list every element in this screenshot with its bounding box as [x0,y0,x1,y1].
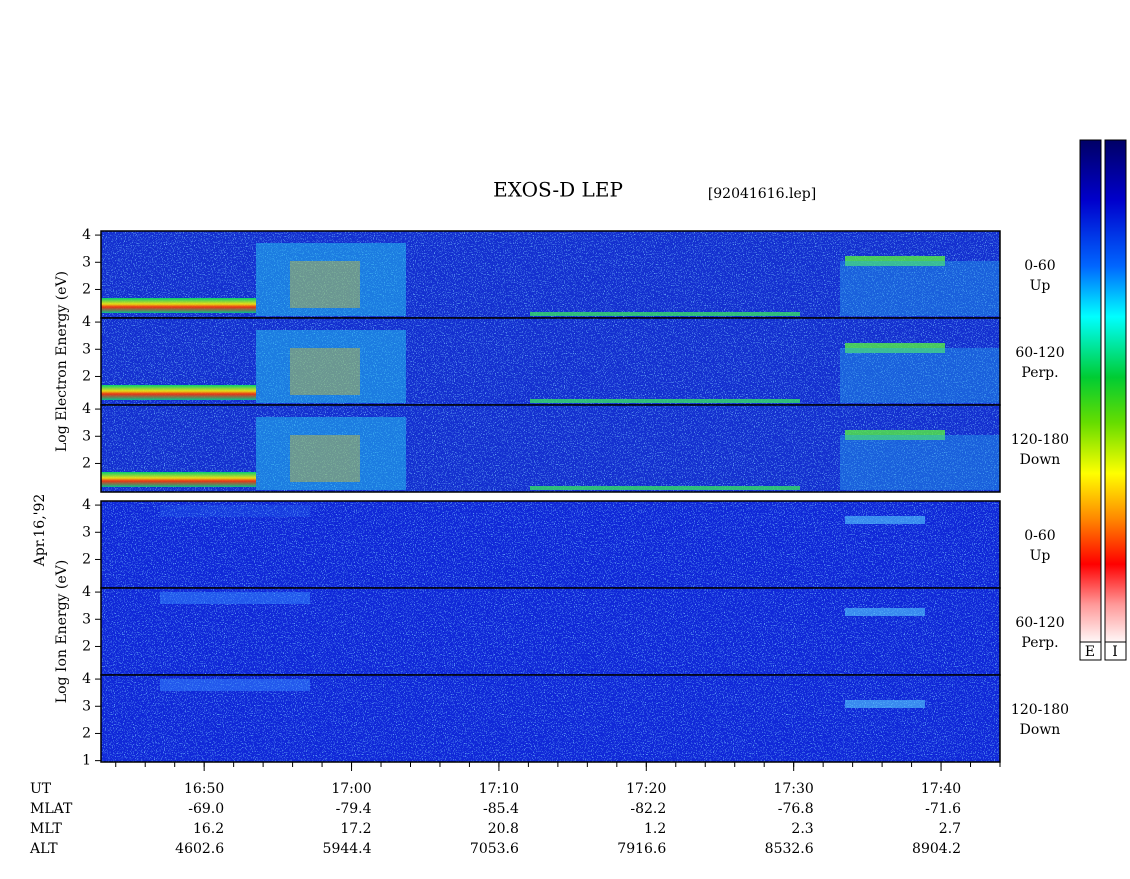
group-y-label: Log Ion Energy (eV) [54,560,70,703]
spectrum-feature [101,472,256,487]
spectrum-feature [290,261,360,308]
y-tick-label: 3 [82,341,91,357]
panel-frame [100,404,1001,493]
ephemeris-value: -79.4 [336,801,372,817]
spectrum-feature [840,435,1000,490]
spectrogram-noise [101,501,1000,588]
y-tick-label: 2 [82,455,91,471]
y-tick-label: 2 [82,725,91,741]
ephemeris-name: MLT [30,821,62,837]
ephemeris-value: 2.7 [939,821,961,837]
y-tick-label: 4 [82,401,91,417]
colorbar [1104,139,1127,646]
x-tick-label: 17:30 [773,781,813,797]
panel-label: 0-60 [1024,528,1055,544]
ephemeris-value: -69.0 [188,801,224,817]
spectrum-feature [256,330,406,403]
y-tick-label: 3 [82,698,91,714]
y-tick-label: 3 [82,524,91,540]
panel-label: 120-180 [1011,702,1069,718]
ephemeris-value: 5944.4 [323,841,372,857]
spectrum-feature [845,343,945,353]
y-tick-label: 4 [82,584,91,600]
ephemeris-value: 8904.2 [912,841,961,857]
ephemeris-value: 7916.6 [617,841,666,857]
group-y-label: Log Electron Energy (eV) [54,271,70,452]
ephemeris-value: -82.2 [630,801,666,817]
panel-sublabel: Up [1030,548,1051,564]
spectrum-feature [845,608,925,616]
ephemeris-value: 16.2 [193,821,224,837]
spectrum-feature [840,261,1000,316]
ephemeris-name: ALT [29,841,58,857]
spectrum-feature [290,435,360,482]
colorbar [1079,139,1102,646]
panel-label: 60-120 [1015,615,1064,631]
ephemeris-value: 4602.6 [175,841,224,857]
y-tick-label: 2 [82,368,91,384]
spectrum-feature [256,243,406,316]
spectrum-feature [290,348,360,395]
panel-sublabel: Down [1020,722,1061,738]
panel-frame [100,674,1001,763]
ephemeris-value: 2.3 [791,821,813,837]
ephemeris-value: 17.2 [340,821,371,837]
colorbar-label: E [1085,644,1095,660]
spectrum-feature [845,516,925,524]
spectrum-feature [530,399,800,403]
panel-label: 120-180 [1011,432,1069,448]
ephemeris-value: 20.8 [488,821,519,837]
panel-sublabel: Down [1020,452,1061,468]
y-tick-label: 2 [82,551,91,567]
panel-sublabel: Perp. [1021,635,1058,651]
chart-title: EXOS-D LEP [493,178,623,202]
y-tick-label: 4 [82,497,91,513]
spectrum-feature [845,430,945,440]
y-tick-label: 2 [82,638,91,654]
y-tick-label: 2 [82,281,91,297]
ephemeris-value: -85.4 [483,801,519,817]
y-tick-label: 3 [82,254,91,270]
y-tick-label: 3 [82,611,91,627]
spectrum-feature [845,700,925,708]
x-tick-label: 17:40 [921,781,961,797]
spectrum-feature [160,505,310,517]
spectrum-feature [840,348,1000,403]
y-tick-label: 4 [82,314,91,330]
x-axis-label: UT [30,781,52,797]
x-tick-label: 16:50 [184,781,224,797]
ephemeris-value: 7053.6 [470,841,519,857]
colorbar-label-box [1079,641,1102,661]
ephemeris-name: MLAT [30,801,73,817]
x-tick-label: 17:00 [331,781,371,797]
date-label: Apr.16,'92 [32,494,48,568]
y-tick-label: 3 [82,428,91,444]
y-tick-label: 4 [82,227,91,243]
x-tick-label: 17:20 [626,781,666,797]
panel-label: 60-120 [1015,345,1064,361]
spectrum-feature [530,486,800,490]
ephemeris-value: -71.6 [925,801,961,817]
spectrum-feature [101,385,256,400]
panel-label: 0-60 [1024,258,1055,274]
colorbar-label-box [1104,641,1127,661]
spectrum-feature [160,679,310,691]
spectrum-feature [256,417,406,490]
panel-sublabel: Up [1030,278,1051,294]
ephemeris-value: -76.8 [778,801,814,817]
file-name: [92041616.lep] [708,186,816,202]
y-tick-label: 1 [82,753,91,769]
spectrum-feature [101,298,256,313]
spectrum-feature [530,312,800,316]
colorbar-label: I [1112,644,1118,660]
ephemeris-value: 8532.6 [765,841,814,857]
panel-sublabel: Perp. [1021,365,1058,381]
ephemeris-value: 1.2 [644,821,666,837]
x-tick-label: 17:10 [479,781,519,797]
y-tick-label: 4 [82,671,91,687]
spectrum-feature [160,592,310,604]
spectrum-feature [845,256,945,266]
